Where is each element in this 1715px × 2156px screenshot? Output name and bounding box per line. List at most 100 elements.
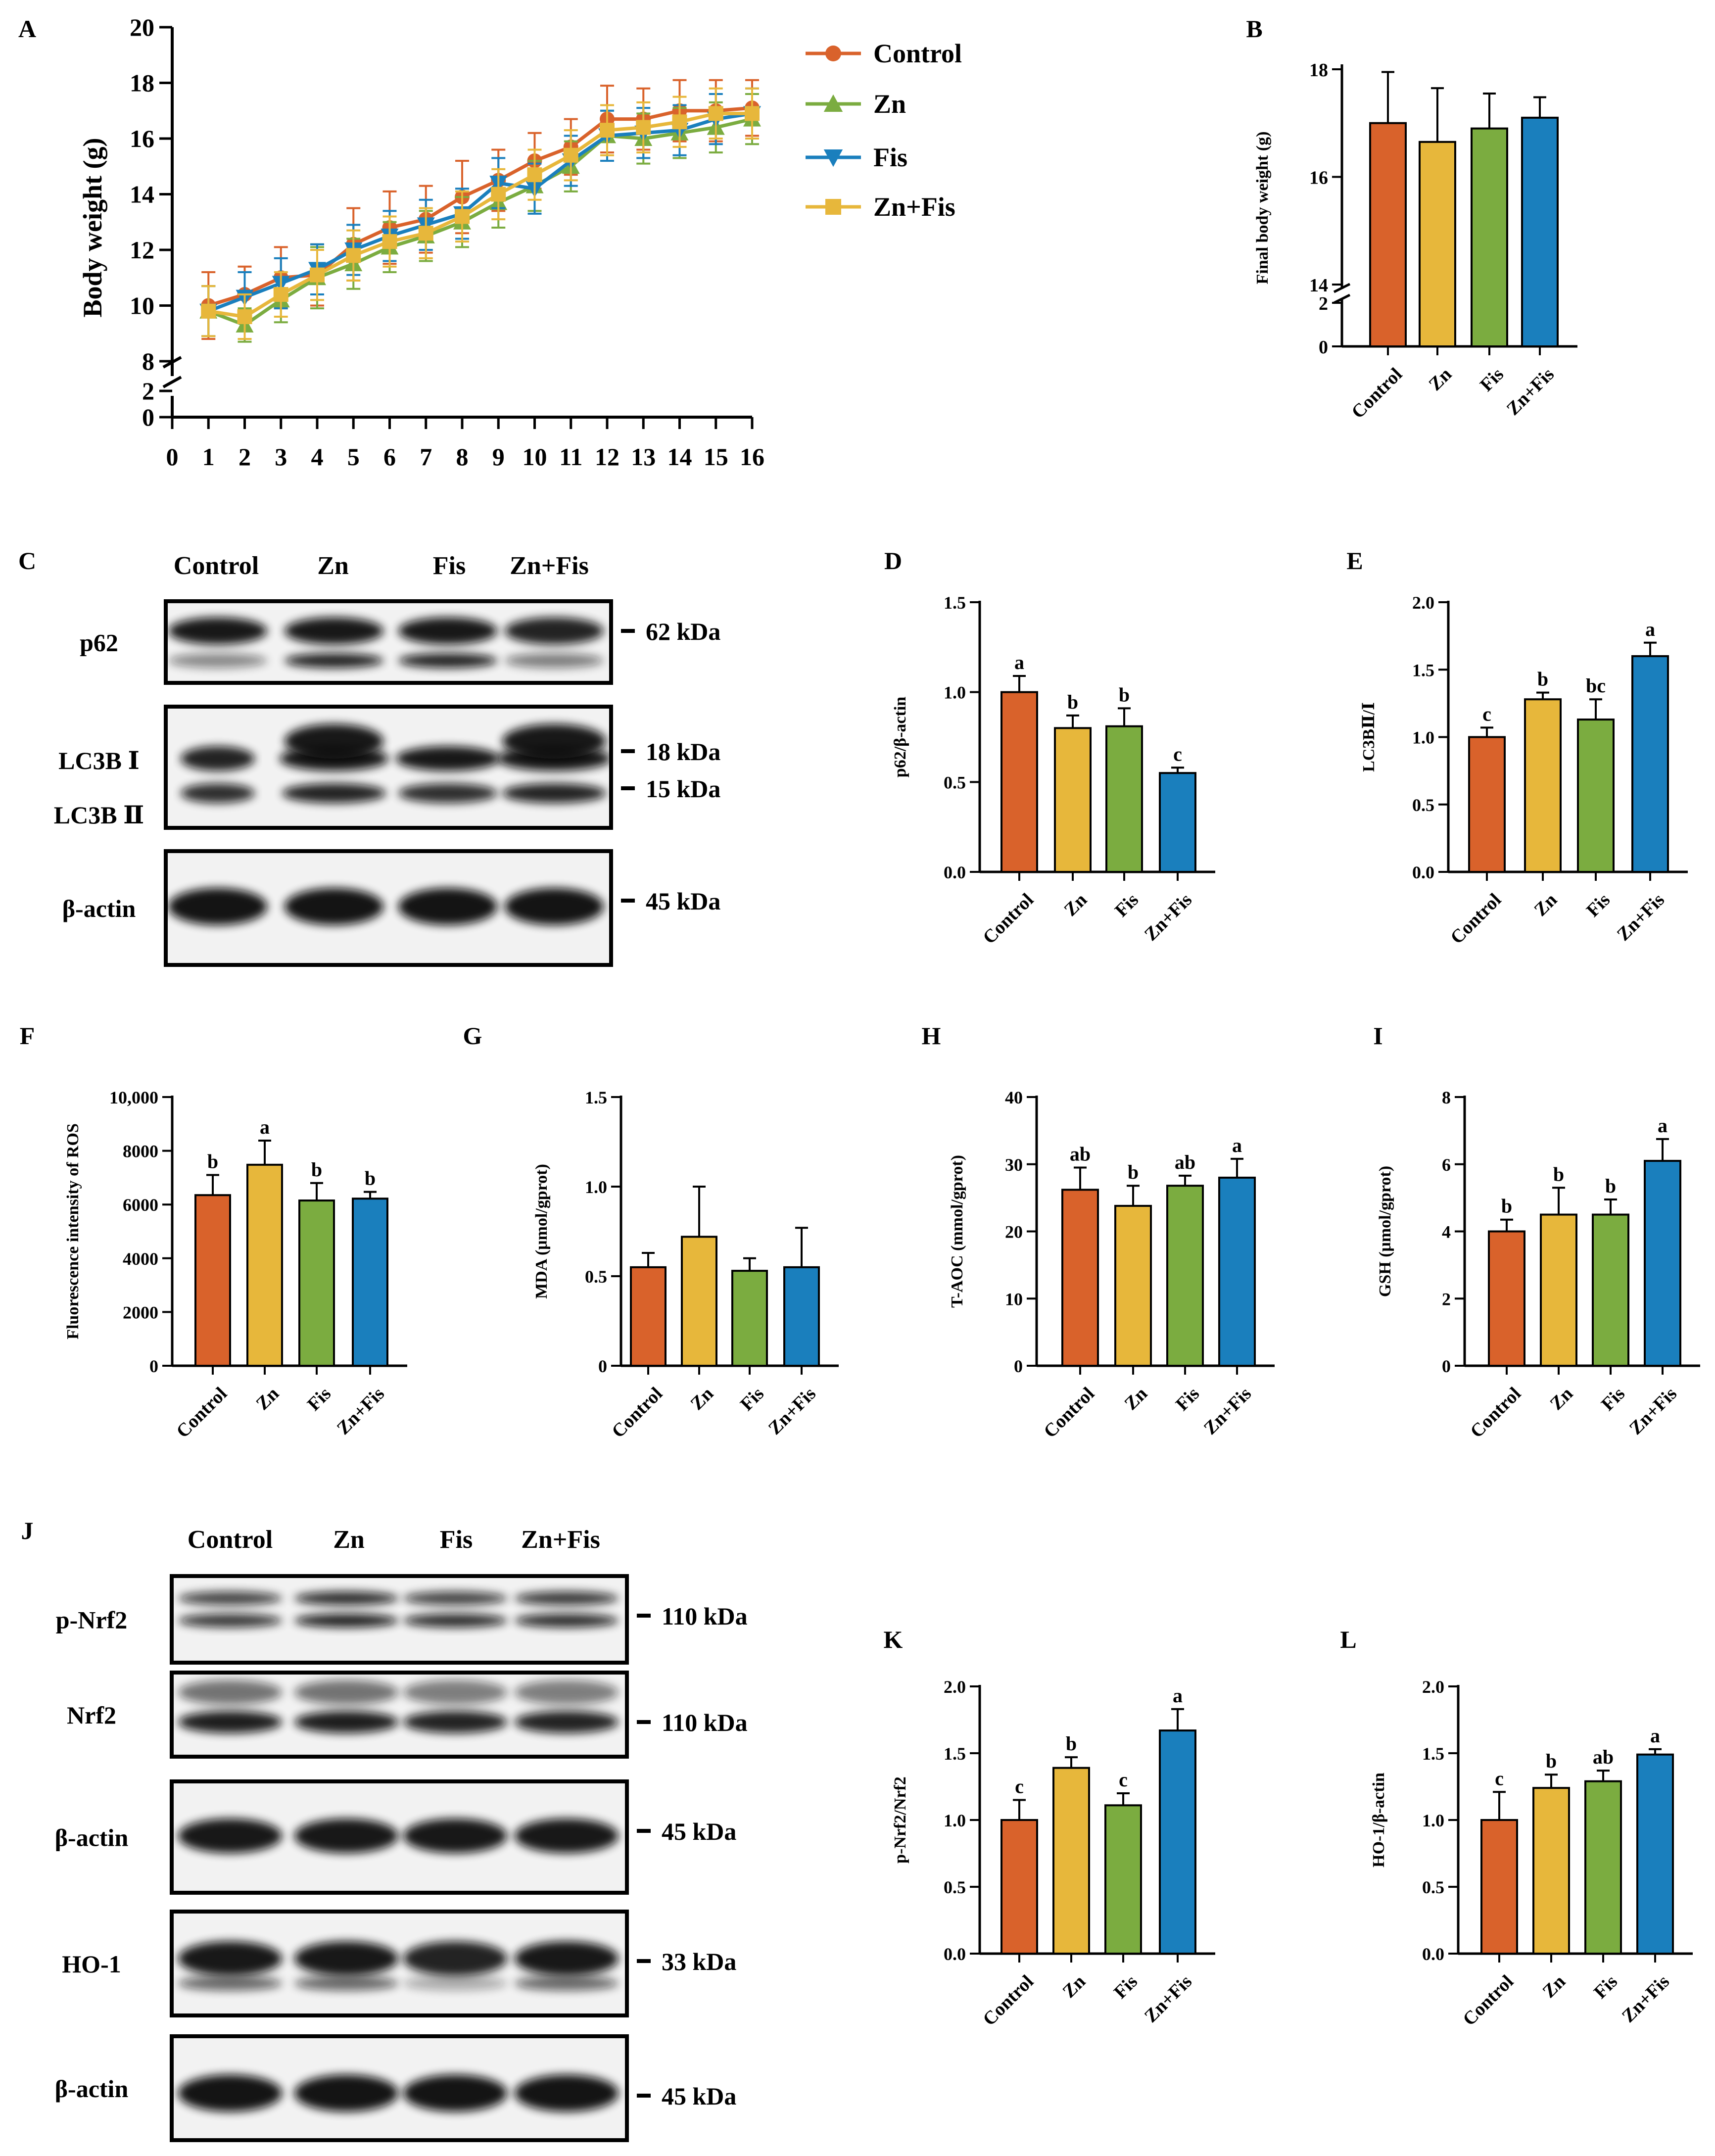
significance-letter: b xyxy=(1501,1195,1512,1217)
x-tick-label: Fis xyxy=(1590,1971,1621,2003)
y-tick-label: 20 xyxy=(1005,1222,1023,1242)
blot-row: β-actin 45 kDa xyxy=(55,2034,736,2142)
bar-fis xyxy=(298,1199,335,1367)
bar-zn xyxy=(1524,698,1562,873)
x-tick-label: Fis xyxy=(1582,889,1614,921)
protein-band xyxy=(178,1680,282,1705)
panel-label-L: L xyxy=(1340,1626,1356,1653)
protein-band xyxy=(294,1680,398,1705)
bar-chart-B: 14 16 18 0 2 Final body weight (g) Control Zn Fi… xyxy=(1253,60,1577,423)
bar-zn-fis xyxy=(352,1198,388,1367)
bar-zn xyxy=(1052,1767,1090,1955)
x-tick-label: Control xyxy=(1347,364,1406,423)
x-tick-label: Zn+Fis xyxy=(1141,889,1196,945)
y-tick-label: 14 xyxy=(1309,275,1328,296)
protein-band xyxy=(502,783,606,803)
data-point xyxy=(382,234,397,249)
blot-bands xyxy=(178,1680,619,1733)
x-tick-label: 2 xyxy=(238,443,251,471)
x-tick-label: Fis xyxy=(1111,889,1143,921)
protein-band xyxy=(178,1976,282,1991)
y-tick-label: 10,000 xyxy=(109,1088,158,1107)
y-axis-title: p-Nrf2/Nrf2 xyxy=(891,1776,909,1864)
data-point xyxy=(672,114,687,130)
blot-bands xyxy=(178,2074,619,2112)
bar-control xyxy=(1369,122,1407,347)
y-tick-label: 1.0 xyxy=(944,683,966,703)
y-tick-label: 6000 xyxy=(123,1195,158,1215)
y-tick-label: 0.5 xyxy=(585,1267,607,1287)
bar-chart-D: 0.0 0.5 1.0 1.5 p62/β-actin a Control b Zn b Fis c Z… xyxy=(891,593,1215,948)
data-point xyxy=(237,309,252,324)
protein-band xyxy=(285,653,383,668)
y-tick-label: 2.0 xyxy=(1412,593,1434,613)
y-tick-label: 2000 xyxy=(123,1302,158,1322)
blot-row: p62 62 kDa xyxy=(80,599,720,685)
blot-row: Nrf2 110 kDa xyxy=(67,1671,748,1759)
y-tick-label: 0 xyxy=(1442,1356,1451,1376)
lane-header: Zn xyxy=(333,1526,365,1554)
protein-band xyxy=(285,888,383,925)
bar-fis xyxy=(1105,725,1143,873)
y-tick-label: 16 xyxy=(130,125,154,152)
y-tick-label: 0 xyxy=(1319,337,1328,358)
series-zn-fis xyxy=(201,87,760,340)
blot-row: β-actin 45 kDa xyxy=(55,1779,736,1895)
significance-letter: ab xyxy=(1593,1746,1614,1768)
x-tick-label: Fis xyxy=(1476,364,1508,395)
bar-chart-H: 0 10 20 30 40 T-AOC (mmol/gprot) ab Control b Zn a… xyxy=(948,1088,1275,1442)
lane-header: Fis xyxy=(433,552,466,580)
y-tick-label: 4000 xyxy=(123,1249,158,1269)
protein-band xyxy=(505,888,604,925)
y-tick-label: 0 xyxy=(142,403,154,431)
x-tick-label: Zn xyxy=(1530,889,1561,920)
y-tick-label: 0 xyxy=(1014,1356,1023,1376)
protein-band xyxy=(178,1819,282,1853)
y-axis-title: Body weight (g) xyxy=(78,138,107,318)
x-tick-label: Fis xyxy=(1597,1383,1629,1415)
bar-zn xyxy=(1419,141,1456,347)
significance-letter: b xyxy=(1546,1750,1557,1772)
blot-row: LC3B Ⅰ LC3B Ⅱ 18 kDa 15 kDa xyxy=(54,705,720,830)
y-axis-title: HO-1/β-actin xyxy=(1370,1773,1388,1868)
protein-band xyxy=(403,1591,507,1605)
protein-band xyxy=(294,1591,398,1605)
x-tick-label: Zn+Fis xyxy=(1200,1383,1255,1438)
x-tick-label: 9 xyxy=(492,443,505,471)
x-tick-label: 14 xyxy=(667,443,692,471)
blot-row: p-Nrf2 110 kDa xyxy=(56,1574,748,1665)
kda-label: 15 kDa xyxy=(646,775,720,803)
protein-band xyxy=(294,1819,398,1853)
blot-row-label: β-actin xyxy=(55,2075,129,2103)
significance-letter: a xyxy=(1014,651,1024,673)
protein-band xyxy=(178,2074,282,2112)
axis-break-mark xyxy=(1333,293,1351,304)
protein-band xyxy=(403,1941,507,1976)
x-tick-label: 10 xyxy=(523,443,547,471)
y-tick-label: 6 xyxy=(1442,1155,1451,1175)
protein-band xyxy=(515,1591,619,1605)
significance-letter: b xyxy=(1066,1732,1077,1755)
protein-band xyxy=(515,1976,619,1991)
protein-band xyxy=(505,653,604,668)
protein-band xyxy=(515,1819,619,1853)
protein-band xyxy=(294,1711,398,1733)
protein-band xyxy=(398,653,497,668)
legend-marker xyxy=(825,199,841,215)
y-tick-label: 0.0 xyxy=(1422,1944,1444,1964)
y-tick-label: 1.0 xyxy=(1412,728,1434,748)
x-tick-label: 0 xyxy=(166,443,179,471)
x-tick-label: Control xyxy=(1040,1383,1098,1442)
legend-label: Control xyxy=(873,39,962,68)
protein-band xyxy=(403,1819,507,1853)
protein-band xyxy=(515,1680,619,1705)
panel-label-H: H xyxy=(922,1022,941,1050)
y-tick-label: 18 xyxy=(1309,60,1328,81)
blot-row-label: β-actin xyxy=(55,1824,129,1852)
x-tick-label: Control xyxy=(979,889,1038,948)
y-axis-title: LC3BⅡ/Ⅰ xyxy=(1360,702,1378,772)
kda-label: 110 kDa xyxy=(662,1602,748,1630)
kda-label: 18 kDa xyxy=(646,738,720,766)
legend-marker xyxy=(825,46,841,61)
protein-band xyxy=(403,2074,507,2112)
